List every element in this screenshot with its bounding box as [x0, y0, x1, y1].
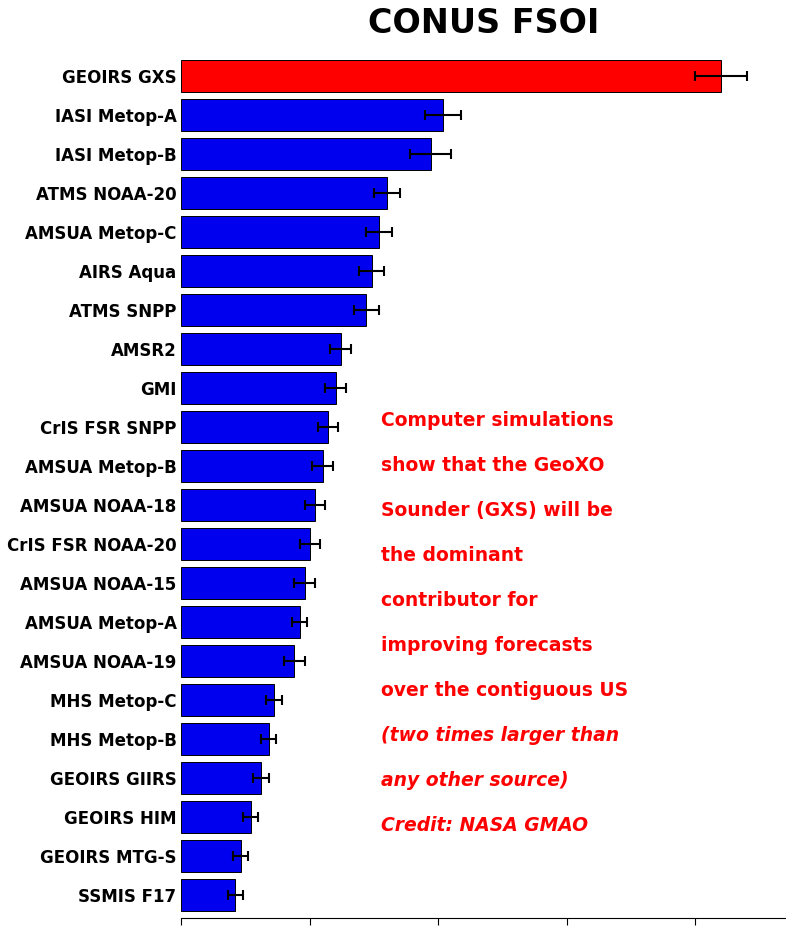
Bar: [181, 333, 341, 364]
Bar: [181, 254, 371, 287]
Text: contributor for: contributor for: [381, 591, 537, 610]
Text: Credit: NASA GMAO: Credit: NASA GMAO: [381, 816, 588, 835]
Text: Computer simulations: Computer simulations: [381, 411, 613, 430]
Text: show that the GeoXO: show that the GeoXO: [381, 456, 604, 474]
Bar: [181, 450, 322, 482]
Bar: [181, 606, 299, 637]
Text: (two times larger than: (two times larger than: [381, 726, 619, 745]
Bar: [181, 528, 310, 560]
Bar: [181, 879, 235, 911]
Bar: [181, 684, 274, 716]
Bar: [181, 722, 268, 755]
Bar: [181, 294, 367, 326]
Bar: [181, 488, 315, 521]
Bar: [181, 216, 379, 248]
Bar: [181, 372, 336, 404]
Bar: [181, 840, 241, 871]
Bar: [181, 801, 251, 832]
Text: Sounder (GXS) will be: Sounder (GXS) will be: [381, 500, 612, 520]
Bar: [181, 645, 295, 677]
Text: the dominant: the dominant: [381, 546, 523, 565]
Text: improving forecasts: improving forecasts: [381, 636, 592, 655]
Text: any other source): any other source): [381, 771, 568, 790]
Bar: [181, 177, 387, 209]
Bar: [181, 761, 261, 794]
Bar: [181, 99, 444, 130]
Bar: [181, 567, 305, 598]
Bar: [181, 138, 431, 170]
Bar: [181, 60, 721, 91]
Text: over the contiguous US: over the contiguous US: [381, 681, 628, 700]
Title: CONUS FSOI: CONUS FSOI: [367, 7, 599, 40]
Bar: [181, 411, 328, 443]
